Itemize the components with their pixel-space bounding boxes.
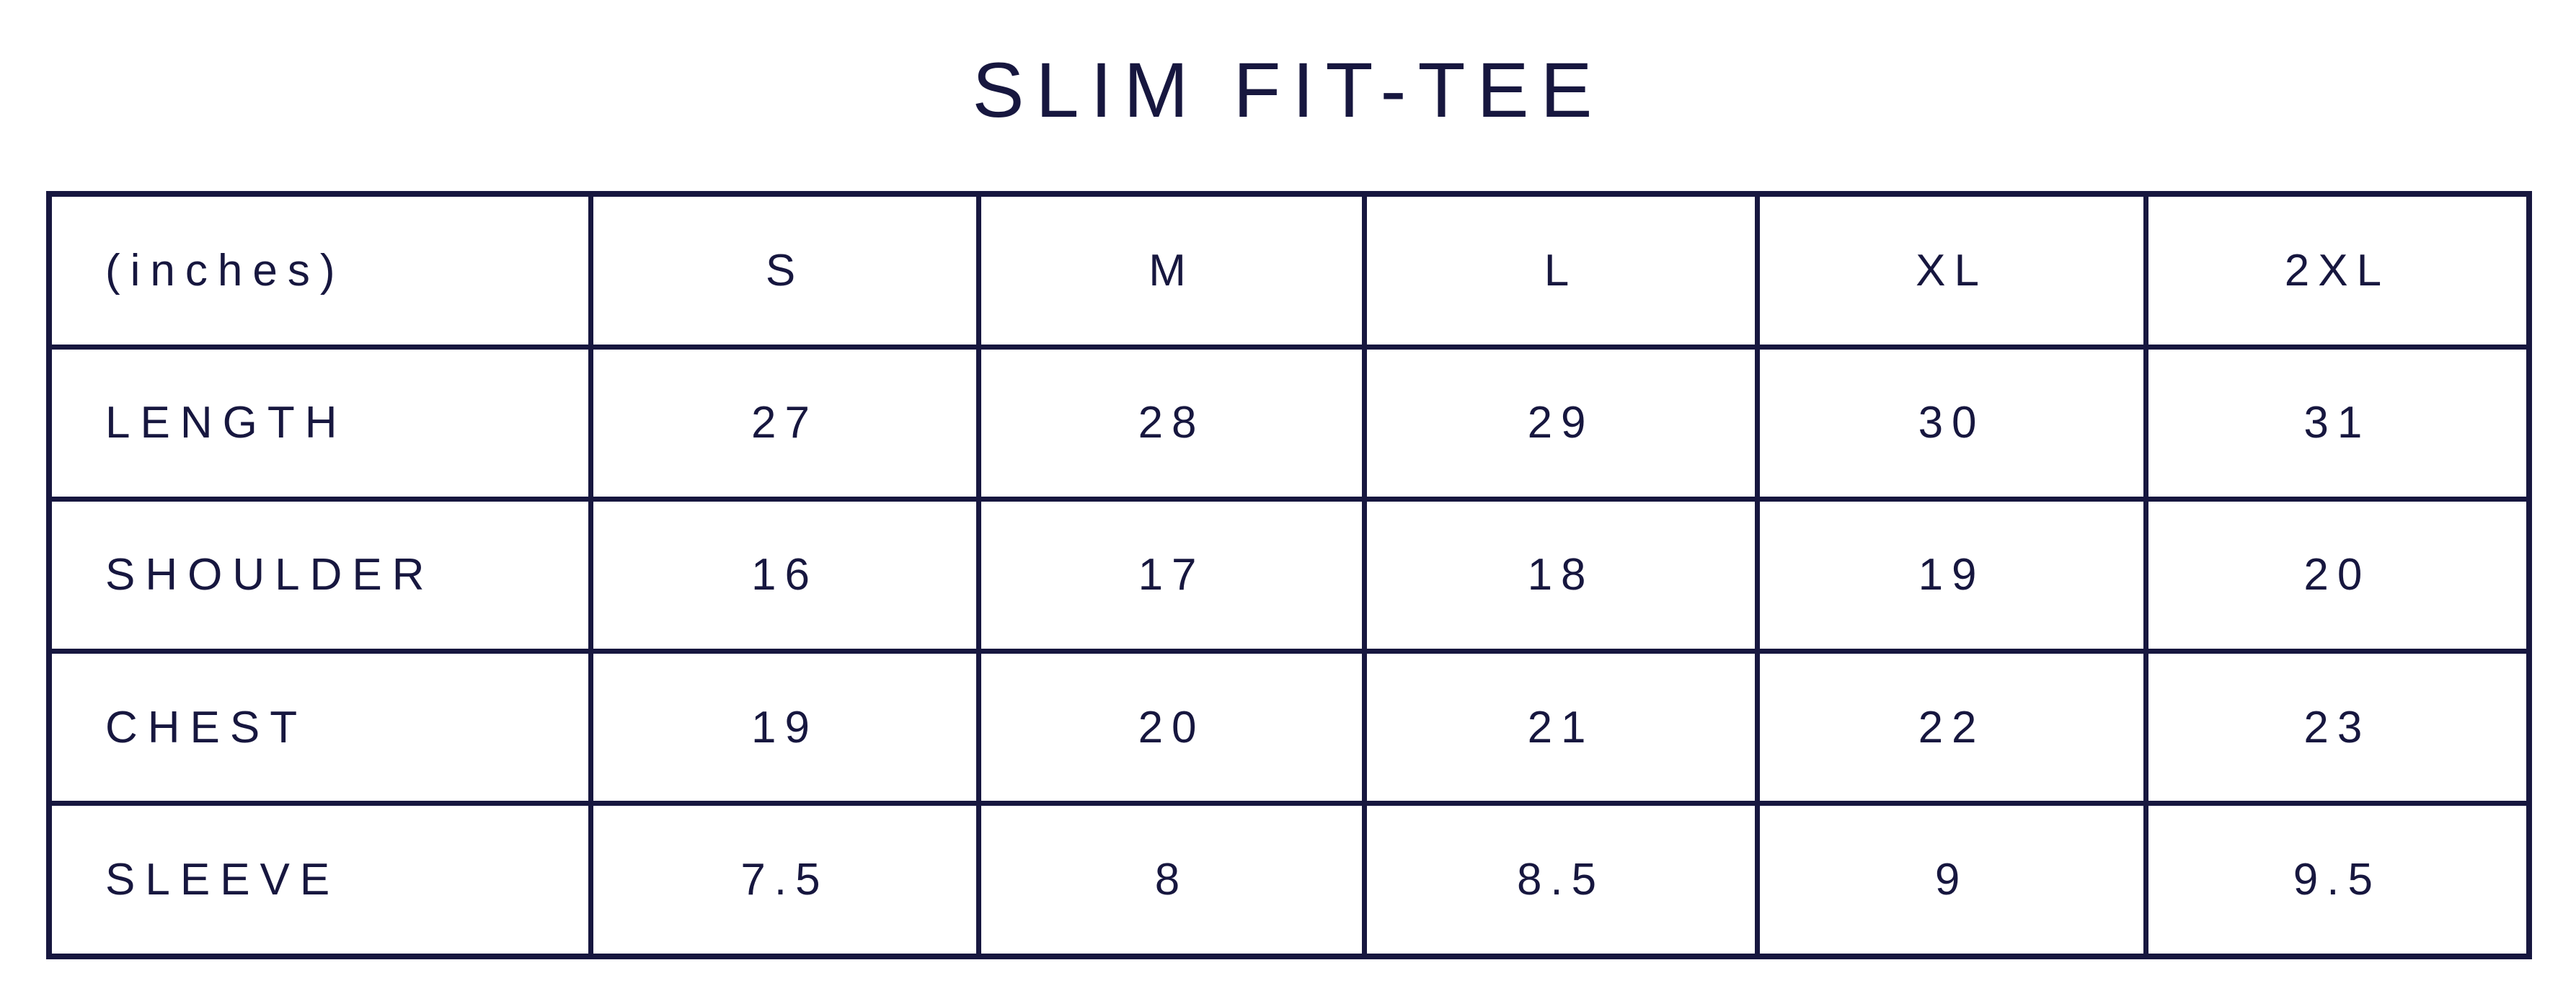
measurement-cell: 8.5 xyxy=(1361,801,1761,959)
size-header-cell: L xyxy=(1361,191,1761,350)
size-header-cell: 2XL xyxy=(2143,191,2532,350)
row-label: CHEST xyxy=(46,648,593,807)
size-header-cell: S xyxy=(588,191,982,350)
row-label: SLEEVE xyxy=(46,801,593,959)
measurement-cell: 27 xyxy=(588,344,982,502)
measurement-cell: 9 xyxy=(1755,801,2148,959)
table-row: SLEEVE 7.5 8 8.5 9 9.5 xyxy=(46,801,2532,959)
measurement-cell: 17 xyxy=(976,496,1367,654)
measurement-cell: 19 xyxy=(1755,496,2148,654)
measurement-cell: 20 xyxy=(2143,496,2532,654)
table-row: CHEST 19 20 21 22 23 xyxy=(46,648,2532,807)
measurement-cell: 8 xyxy=(976,801,1367,959)
measurement-cell: 30 xyxy=(1755,344,2148,502)
measurement-cell: 19 xyxy=(588,648,982,807)
table-row: LENGTH 27 28 29 30 31 xyxy=(46,344,2532,502)
measurement-cell: 21 xyxy=(1361,648,1761,807)
measurement-cell: 20 xyxy=(976,648,1367,807)
measurement-cell: 31 xyxy=(2143,344,2532,502)
measurement-cell: 9.5 xyxy=(2143,801,2532,959)
row-label: SHOULDER xyxy=(46,496,593,654)
measurement-cell: 22 xyxy=(1755,648,2148,807)
measurement-cell: 7.5 xyxy=(588,801,982,959)
measurement-cell: 29 xyxy=(1361,344,1761,502)
row-label: LENGTH xyxy=(46,344,593,502)
size-header-cell: M xyxy=(976,191,1367,350)
table-row: SHOULDER 16 17 18 19 20 xyxy=(46,496,2532,654)
page-title: SLIM FIT-TEE xyxy=(972,46,1604,133)
header-row: (inches) S M L XL 2XL xyxy=(46,191,2532,350)
measurement-cell: 23 xyxy=(2143,648,2532,807)
unit-header-cell: (inches) xyxy=(46,191,593,350)
measurement-cell: 16 xyxy=(588,496,982,654)
size-header-cell: XL xyxy=(1755,191,2148,350)
measurement-cell: 18 xyxy=(1361,496,1761,654)
size-chart-table: (inches) S M L XL 2XL LENGTH 27 28 29 30 31 SHOULDER… xyxy=(46,191,2532,959)
measurement-cell: 28 xyxy=(976,344,1367,502)
